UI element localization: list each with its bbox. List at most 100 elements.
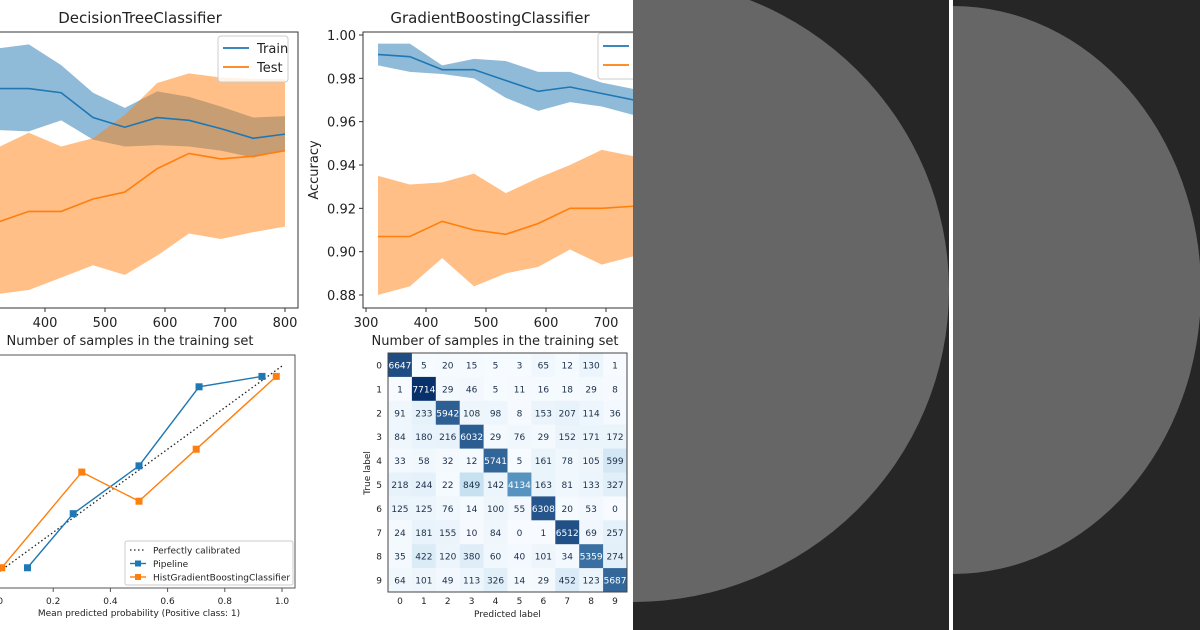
cm-cell-value: 207 [559, 409, 576, 419]
cm-cell-value: 55 [514, 505, 525, 515]
x-tick-label: 0.6 [160, 597, 175, 607]
cm-cell [483, 448, 508, 473]
cm-cell [603, 448, 628, 473]
y-tick-label: 4 [376, 457, 382, 467]
dark-panel-left [633, 0, 949, 630]
charts-collage: 400 500 600 700 800DecisionTreeClassifierNum… [0, 9, 633, 620]
cm-cell-value: 171 [583, 433, 600, 443]
x-tick-label: 4 [493, 597, 499, 607]
cm-cell-value: 5359 [580, 553, 603, 563]
cm-cell [459, 544, 485, 569]
cm-cell-value: 84 [490, 529, 502, 539]
cm-cell-value: 78 [562, 457, 574, 467]
x-tick-label: 7 [564, 597, 570, 607]
line-perfectly-calibrated [0, 365, 283, 572]
cm-cell [531, 400, 556, 426]
cm-cell [411, 544, 437, 569]
cm-cell [483, 353, 508, 378]
cm-cell-value: 125 [415, 505, 432, 515]
cm-cell-value: 5 [493, 385, 499, 395]
cm-cell [555, 520, 580, 545]
x-tick-label: 0.0 [0, 597, 3, 607]
cm-cell [531, 353, 556, 378]
cm-cell [459, 568, 485, 593]
cm-cell-value: 6032 [460, 433, 483, 443]
cm-cell-value: 5 [421, 361, 427, 371]
cm-cell-value: 216 [439, 433, 456, 443]
cm-cell [507, 353, 532, 378]
cm-cell-value: 14 [466, 505, 478, 515]
legend: Train Test [217, 35, 289, 83]
cm-cell [483, 472, 508, 497]
cm-cell-value: 1 [540, 529, 546, 539]
cm-cell [459, 424, 485, 450]
cm-cell-value: 14 [514, 577, 526, 587]
cm-cell-value: 34 [562, 553, 574, 563]
legend-marker-histgradientboostingclassifier [135, 574, 141, 580]
cm-cell [483, 496, 508, 521]
cm-cell-value: 29 [490, 433, 502, 443]
cm-cell-value: 12 [466, 457, 477, 467]
gray-disc-left [633, 0, 949, 602]
x-tick-label: 700 [594, 316, 619, 331]
x-tick-label: 8 [588, 597, 594, 607]
cm-cell [579, 424, 604, 450]
cm-cell-value: 257 [606, 529, 623, 539]
cm-cell-value: 133 [583, 481, 600, 491]
legend-box [597, 32, 633, 80]
cm-cell-value: 1 [612, 361, 618, 371]
cm-cell-value: 98 [490, 409, 502, 419]
marker-histgradientboostingclassifier [78, 468, 86, 476]
cm-cell-value: 84 [394, 433, 406, 443]
cm-cell-value: 69 [585, 529, 597, 539]
cm-cell [507, 424, 532, 450]
cm-cell-value: 142 [487, 481, 504, 491]
axes-frame [387, 352, 628, 593]
cm-cell [603, 568, 628, 593]
cm-cell [531, 472, 556, 497]
chart-title: GradientBoostingClassifier [390, 9, 590, 27]
marker-histgradientboostingclassifier [0, 564, 6, 572]
cm-cell-value: 35 [394, 553, 405, 563]
cm-cell-value: 101 [415, 577, 432, 587]
x-tick-label: 3 [469, 597, 475, 607]
y-tick-label: 2 [376, 409, 382, 419]
y-tick-label: 0 [376, 361, 382, 371]
cm-cell [411, 496, 437, 521]
cm-cell [555, 448, 580, 473]
cm-cell-value: 155 [439, 529, 456, 539]
y-tick-label: 1.00 [327, 29, 356, 44]
cm-cell [388, 448, 413, 473]
cm-cell [531, 520, 556, 545]
x-tick-label: 600 [153, 316, 178, 331]
y-tick-label: 6 [376, 505, 382, 515]
cm-cell-value: 100 [487, 505, 504, 515]
cm-cell [435, 448, 461, 473]
cm-cell [459, 472, 485, 497]
cm-cell [483, 376, 508, 402]
cm-cell-value: 29 [585, 385, 597, 395]
band-test [0, 73, 285, 294]
cm-cell [603, 472, 628, 497]
cm-cell-value: 91 [394, 409, 405, 419]
cm-cell-value: 452 [559, 577, 576, 587]
cm-cell [459, 353, 485, 378]
confusion-matrix: 6647 5 20 15 5 3 65 12 130 11 7714 29 46 5 11 16 18 29 891… [363, 352, 628, 620]
cm-cell [531, 424, 556, 450]
cm-cell-value: 152 [559, 433, 576, 443]
cm-cell [603, 496, 628, 521]
cm-cell-value: 81 [562, 481, 573, 491]
y-tick-label: 0.88 [327, 289, 356, 304]
y-tick-label: 0.94 [327, 159, 356, 174]
cm-cell-value: 33 [394, 457, 405, 467]
cm-cell [435, 472, 461, 497]
cm-cell-value: 64 [394, 577, 406, 587]
cm-cell [555, 544, 580, 569]
cm-cell [411, 472, 437, 497]
legend-marker-pipeline [135, 560, 141, 567]
cm-cell-value: 10 [466, 529, 478, 539]
cm-cell-value: 22 [442, 481, 453, 491]
cm-cell-value: 20 [442, 361, 454, 371]
cm-cell [579, 448, 604, 473]
cm-cell-value: 18 [562, 385, 574, 395]
